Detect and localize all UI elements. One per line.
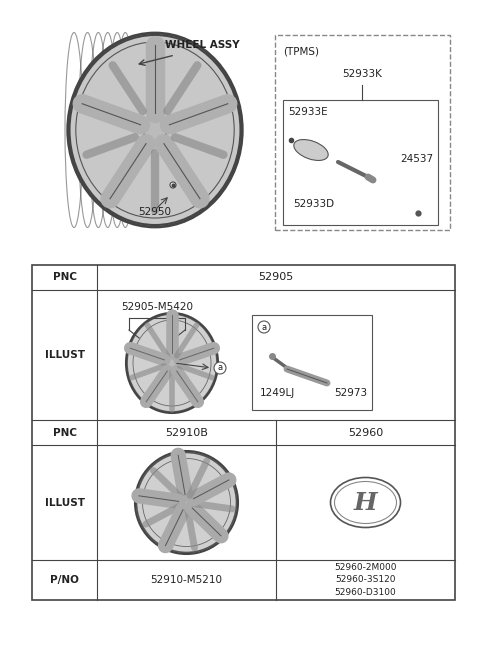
Ellipse shape [294,139,328,160]
Ellipse shape [153,108,157,112]
Text: 52973: 52973 [334,388,367,398]
Text: 52933D: 52933D [293,199,334,209]
Text: 1249LJ: 1249LJ [260,388,295,398]
Ellipse shape [136,453,237,553]
Ellipse shape [176,370,180,374]
Ellipse shape [170,350,174,354]
Text: ILLUST: ILLUST [45,497,84,507]
Text: a: a [217,363,223,373]
Text: WHEEL ASSY: WHEEL ASSY [165,40,240,50]
Ellipse shape [135,122,140,126]
Text: 52960: 52960 [348,428,383,438]
Ellipse shape [163,144,168,148]
Text: 52910B: 52910B [165,428,208,438]
Text: a: a [262,323,266,332]
Ellipse shape [160,357,165,361]
Ellipse shape [180,357,183,361]
Ellipse shape [127,314,217,412]
Text: 52905-M5420: 52905-M5420 [121,302,193,312]
Text: ILLUST: ILLUST [45,350,84,360]
Text: 52950: 52950 [139,207,171,217]
Bar [252,315,372,410]
Ellipse shape [170,182,176,188]
Ellipse shape [165,356,179,370]
Ellipse shape [164,370,168,374]
Ellipse shape [142,144,147,148]
Bar [283,100,438,225]
Text: P/NO: P/NO [50,575,79,585]
Text: H: H [354,491,377,514]
Ellipse shape [179,495,194,510]
Ellipse shape [70,35,240,225]
Text: PNC: PNC [52,273,76,283]
Text: 52910-M5210: 52910-M5210 [151,575,223,585]
Ellipse shape [144,117,167,143]
Text: PNC: PNC [52,428,76,438]
Text: 24537: 24537 [400,154,433,164]
Text: 52905: 52905 [258,273,294,283]
Text: 52960-2M000
52960-3S120
52960-D3100: 52960-2M000 52960-3S120 52960-D3100 [334,563,397,597]
Ellipse shape [258,321,270,333]
Text: 52933E: 52933E [288,107,328,117]
Ellipse shape [169,122,175,126]
Text: (TPMS): (TPMS) [283,47,319,57]
Ellipse shape [214,362,226,374]
Text: 52933K: 52933K [342,69,382,79]
Bar [32,265,455,600]
